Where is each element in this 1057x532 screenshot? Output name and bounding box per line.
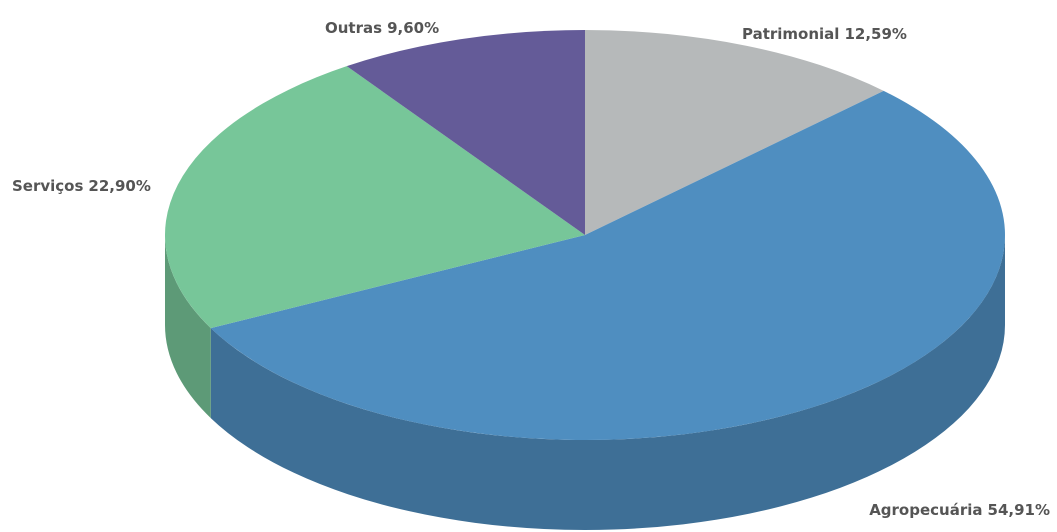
pie-slice-side [165, 235, 211, 419]
slice-label: Serviços 22,90% [12, 177, 151, 195]
pie-slice [210, 90, 1005, 440]
pie-slice [165, 66, 585, 329]
slice-label-value: 12,59% [844, 25, 906, 43]
slice-label: Patrimonial 12,59% [742, 25, 907, 43]
slice-label: Outras 9,60% [325, 19, 439, 37]
slice-label-name: Agropecuária [869, 501, 982, 519]
pie-slice [585, 30, 884, 235]
pie-slice-side [210, 235, 1006, 531]
slice-label-value: 54,91% [988, 501, 1050, 519]
slice-label-value: 22,90% [88, 177, 150, 195]
slice-label-name: Outras [325, 19, 382, 37]
slice-label-value: 9,60% [387, 19, 439, 37]
slice-label-name: Serviços [12, 177, 83, 195]
slice-label: Agropecuária 54,91% [869, 501, 1050, 519]
pie-slice [346, 30, 585, 235]
slice-label-name: Patrimonial [742, 25, 839, 43]
